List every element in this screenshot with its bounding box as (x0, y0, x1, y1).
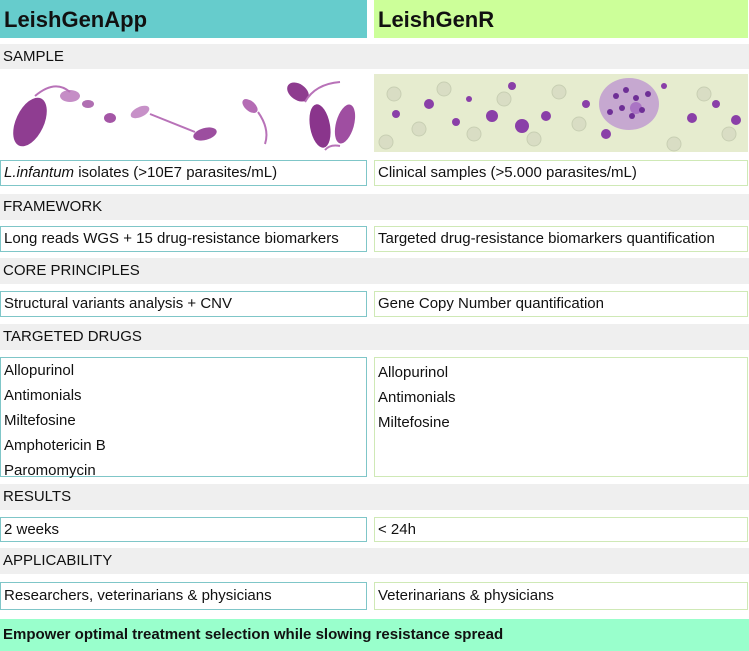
species-name: L.infantum (4, 164, 75, 181)
header-leishgenapp: LeishGenApp (0, 0, 367, 38)
core-left: Structural variants analysis + CNV (0, 291, 367, 317)
section-targeted-drugs: TARGETED DRUGS (0, 324, 749, 350)
sample-left: L.infantum isolates (>10E7 parasites/mL) (0, 160, 367, 186)
promastigote-image (0, 74, 367, 152)
applicability-left: Researchers, veterinarians & physicians (0, 582, 367, 610)
list-item: Amphotericin B (4, 437, 106, 454)
list-item: Antimonials (378, 389, 456, 406)
drugs-left-list: Allopurinol Antimonials Miltefosine Amph… (0, 357, 367, 479)
section-core-principles: CORE PRINCIPLES (0, 258, 749, 284)
drugs-right-list: Allopurinol Antimonials Miltefosine (374, 357, 748, 477)
results-right: < 24h (374, 517, 748, 542)
results-left: 2 weeks (0, 517, 367, 542)
section-framework: FRAMEWORK (0, 194, 749, 220)
list-item: Miltefosine (378, 414, 450, 431)
section-applicability: APPLICABILITY (0, 548, 749, 574)
framework-left: Long reads WGS + 15 drug-resistance biom… (0, 226, 367, 252)
section-sample: SAMPLE (0, 44, 749, 69)
clinical-sample-image (374, 74, 748, 152)
core-right: Gene Copy Number quantification (374, 291, 748, 317)
footer-tagline: Empower optimal treatment selection whil… (0, 619, 749, 651)
list-item: Paromomycin (4, 462, 96, 479)
section-results: RESULTS (0, 484, 749, 510)
list-item: Antimonials (4, 387, 82, 404)
list-item: Miltefosine (4, 412, 76, 429)
header-leishgenr: LeishGenR (374, 0, 748, 38)
sample-right: Clinical samples (>5.000 parasites/mL) (374, 160, 748, 186)
list-item: Allopurinol (378, 364, 449, 381)
applicability-right: Veterinarians & physicians (374, 582, 748, 610)
sample-left-text: isolates (>10E7 parasites/mL) (74, 164, 278, 181)
framework-right: Targeted drug-resistance biomarkers quan… (374, 226, 748, 252)
list-item: Allopurinol (4, 362, 75, 379)
